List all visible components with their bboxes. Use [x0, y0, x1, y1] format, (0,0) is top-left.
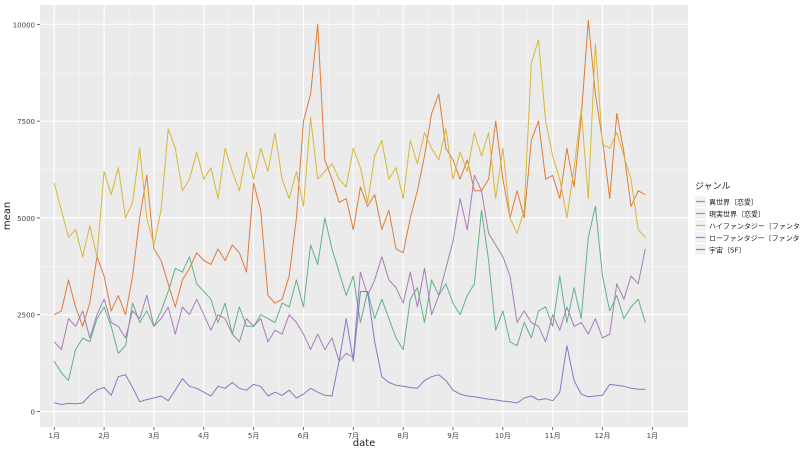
x-tick-label: 9月: [447, 432, 458, 440]
x-axis: 1月 2月 3月 4月 5月 6月 7月 8月 9月 10月 11月 12月 1月: [49, 427, 658, 440]
x-tick-label: 8月: [397, 432, 408, 440]
x-tick-label: 2月: [98, 432, 109, 440]
x-tick-label: 10月: [495, 432, 511, 440]
x-tick-label: 7月: [348, 432, 359, 440]
y-tick-label: 10000: [13, 21, 35, 29]
series-line: [53, 20, 646, 327]
legend-label: 宇宙〔SF〕: [709, 246, 745, 255]
legend-label: 現実世界〔恋愛〕: [709, 210, 765, 219]
legend-label: 異世界〔恋愛〕: [709, 198, 758, 207]
series-line: [54, 291, 646, 405]
y-axis: 0 2500 5000 7500 10000: [13, 21, 40, 417]
legend-label: ハイファンタジー〔ファンタジー〕: [709, 222, 800, 231]
x-tick-label: 6月: [298, 432, 309, 440]
y-tick-label: 5000: [17, 215, 35, 223]
x-tick-label: 1月: [647, 432, 658, 440]
y-axis-label: mean: [2, 202, 13, 230]
x-tick-label: 1月: [49, 432, 60, 440]
y-tick-label: 0: [31, 409, 35, 417]
x-tick-label: 4月: [198, 432, 209, 440]
x-tick-label: 3月: [148, 432, 159, 440]
series-line: [53, 205, 646, 381]
x-tick-label: 5月: [248, 432, 259, 440]
series-lines: [53, 20, 646, 405]
x-tick-label: 12月: [595, 432, 611, 440]
y-tick-label: 2500: [17, 312, 35, 320]
series-line: [53, 174, 646, 362]
legend: ジャンル 異世界〔恋愛〕現実世界〔恋愛〕ハイファンタジー〔ファンタジー〕ローファ…: [695, 182, 800, 255]
y-tick-label: 7500: [17, 118, 35, 126]
legend-label: ローファンタジー〔ファンタジー〕: [709, 234, 800, 243]
x-axis-label: date: [353, 438, 376, 449]
series-line: [53, 39, 646, 258]
plot-panel: [40, 5, 688, 427]
legend-title: ジャンル: [695, 182, 731, 192]
x-tick-label: 11月: [545, 432, 561, 440]
